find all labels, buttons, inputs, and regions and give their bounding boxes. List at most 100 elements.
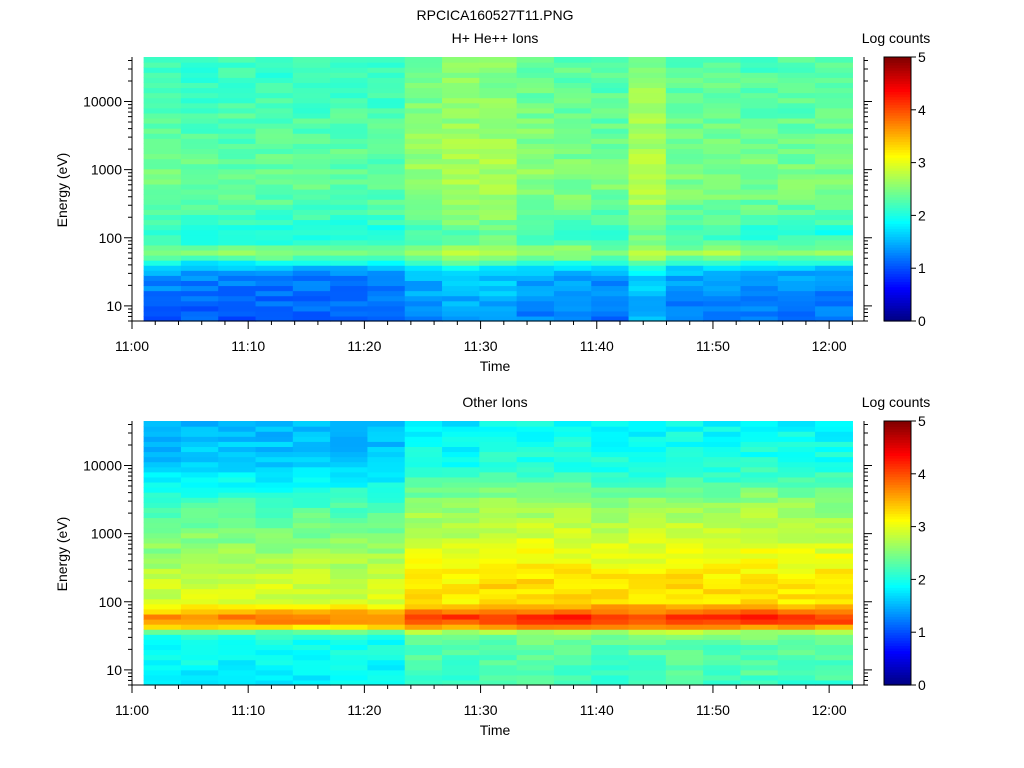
spectrogram-cell (143, 189, 182, 195)
spectrogram-cell (404, 461, 443, 468)
spectrogram-cell (591, 446, 630, 453)
spectrogram-cell (815, 674, 853, 681)
spectrogram-cell (292, 143, 331, 149)
spectrogram-cell (292, 426, 331, 432)
spectrogram-cell (740, 527, 779, 534)
spectrogram-cell (777, 310, 816, 317)
spectrogram-cell (553, 634, 592, 640)
spectrogram-cell (777, 87, 816, 94)
spectrogram-cell (143, 553, 182, 559)
spectrogram-cell (292, 234, 331, 241)
spectrogram-cell (665, 487, 704, 493)
spectrogram-cell (665, 285, 704, 292)
colorbar-swatch (884, 521, 911, 525)
spectrogram-cell (479, 542, 518, 549)
colorbar-tick-label: 0 (918, 313, 926, 329)
spectrogram-cell (740, 133, 779, 139)
spectrogram-cell (516, 189, 555, 195)
colorbar-swatch (884, 655, 911, 660)
spectrogram-cell (479, 456, 518, 463)
spectrogram-cell (442, 476, 480, 483)
spectrogram-cell (180, 270, 219, 276)
spectrogram-cell (180, 204, 219, 210)
spectrogram-cell (330, 239, 369, 246)
spectrogram-cell (330, 629, 369, 635)
spectrogram-cell (815, 456, 853, 463)
spectrogram-cell (777, 183, 816, 190)
spectrogram-cell (553, 659, 592, 666)
spectrogram-cell (143, 664, 182, 671)
spectrogram-cell (740, 143, 779, 149)
spectrogram-cell (255, 634, 294, 640)
spectrogram-cell (292, 305, 331, 312)
spectrogram-cell (367, 578, 406, 585)
spectrogram-cell (703, 527, 742, 534)
spectrogram-cell (740, 77, 779, 83)
colorbar-swatch (884, 231, 911, 235)
spectrogram-cell (479, 502, 518, 508)
colorbar-swatch (884, 669, 911, 673)
spectrogram-cell (479, 92, 518, 99)
spectrogram-cell (703, 441, 742, 447)
spectrogram-cell (218, 189, 257, 195)
spectrogram-cell (665, 532, 704, 539)
spectrogram-cell (628, 481, 667, 488)
spectrogram-cell (703, 255, 742, 261)
spectrogram-cell (143, 158, 182, 165)
colorbar-swatch (884, 252, 911, 256)
spectrogram-cell (330, 664, 369, 671)
spectrogram-cell (180, 502, 219, 508)
spectrogram-cell (665, 512, 704, 519)
spectrogram-cell (553, 466, 592, 473)
spectrogram-cell (777, 194, 816, 200)
spectrogram-cell (404, 189, 443, 195)
spectrogram-cell (479, 669, 518, 676)
spectrogram-cell (591, 67, 630, 73)
colorbar-swatch (884, 64, 911, 69)
spectrogram-cell (740, 163, 779, 170)
spectrogram-cell (404, 173, 443, 180)
spectrogram-cell (703, 619, 742, 625)
spectrogram-cell (479, 153, 518, 160)
spectrogram-cell (292, 624, 331, 630)
spectrogram-cell (740, 285, 779, 292)
spectrogram-cell (628, 431, 667, 437)
spectrogram-cell (665, 421, 704, 427)
spectrogram-cell (442, 624, 480, 630)
colorbar-swatch (884, 553, 911, 557)
spectrogram-cell (628, 664, 667, 671)
spectrogram-cell (665, 310, 704, 317)
spectrogram-cell (815, 178, 853, 185)
spectrogram-cell (180, 436, 219, 442)
spectrogram-cell (553, 497, 592, 503)
colorbar-swatch (884, 471, 911, 475)
spectrogram-cell (143, 255, 182, 261)
spectrogram-cell (591, 436, 630, 442)
spectrogram-cell (367, 593, 406, 600)
spectrogram-cell (367, 624, 406, 630)
spectrogram-cell (180, 608, 219, 615)
spectrogram-cell (703, 214, 742, 221)
spectrogram-cell (292, 674, 331, 681)
spectrogram-cell (815, 107, 853, 114)
colorbar-swatch (884, 518, 911, 522)
spectrogram-cell (180, 558, 219, 564)
spectrogram-cell (367, 204, 406, 210)
spectrogram-cell (143, 644, 182, 651)
spectrogram-cell (591, 679, 630, 686)
spectrogram-cell (218, 664, 257, 671)
spectrogram-cell (516, 77, 555, 83)
spectrogram-cell (665, 563, 704, 569)
spectrogram-cell (180, 315, 219, 322)
colorbar-swatch (884, 315, 911, 319)
spectrogram-cell (703, 229, 742, 236)
spectrogram-cell (367, 290, 406, 297)
spectrogram-cell (218, 446, 257, 453)
spectrogram-cell (479, 189, 518, 195)
colorbar-swatch (884, 632, 911, 636)
x-axis-ticks: 11:00 11:10 11:20 11:30 11:40 11:50 12:00 (115, 321, 853, 354)
spectrogram-cell (628, 87, 667, 94)
spectrogram-cell (591, 310, 630, 317)
spectrogram-cell (628, 624, 667, 630)
